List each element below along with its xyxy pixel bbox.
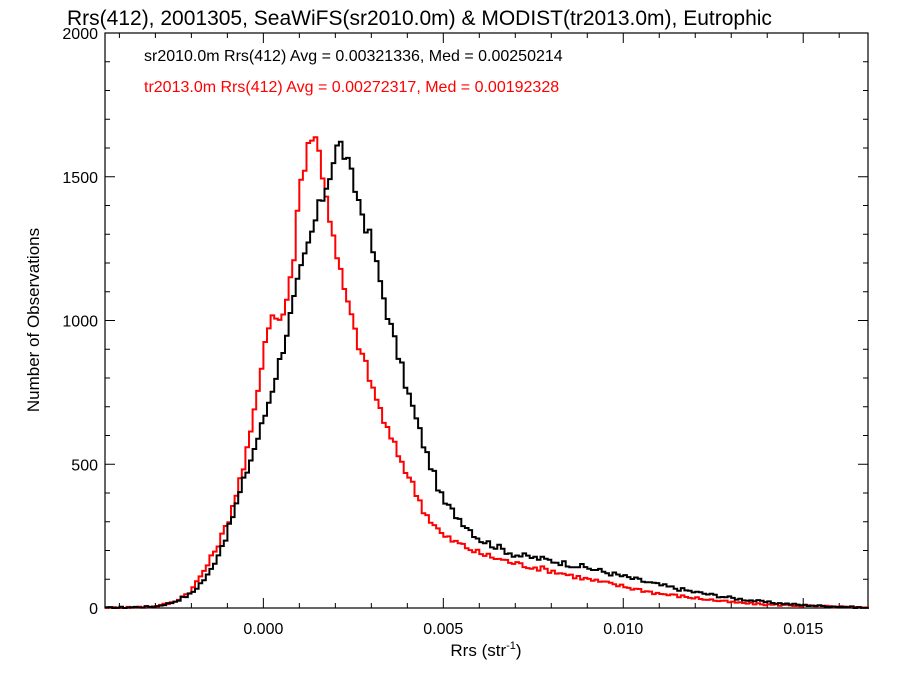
x-axis-label-close: ) — [516, 641, 522, 660]
x-axis-ticks: 0.000 0.005 0.010 0.015 — [118, 33, 840, 638]
y-axis-label: Number of Observations — [24, 228, 43, 412]
x-tick-label: 0.010 — [603, 621, 643, 638]
y-tick-label: 2000 — [62, 26, 98, 43]
x-axis-label-main: Rrs (str — [450, 641, 506, 660]
legend-entry-tr2013: tr2013.0m Rrs(412) Avg = 0.00272317, Med… — [144, 79, 559, 96]
plot-frame — [104, 32, 869, 609]
y-tick-label: 500 — [71, 457, 98, 474]
x-tick-label: 0.005 — [423, 621, 463, 638]
y-tick-label: 1500 — [62, 170, 98, 187]
y-tick-label: 0 — [89, 601, 98, 618]
y-tick-label: 1000 — [62, 314, 98, 331]
series-line-tr2013.0m — [105, 136, 869, 609]
x-tick-label: 0.000 — [243, 621, 283, 638]
x-axis-label-superscript: -1 — [506, 640, 516, 652]
series-group — [105, 136, 869, 609]
x-axis-label: Rrs (str-1) — [450, 640, 521, 660]
chart-title: Rrs(412), 2001305, SeaWiFS(sr2010.0m) & … — [67, 7, 772, 30]
x-tick-label: 0.015 — [783, 621, 823, 638]
legend-entry-sr2010: sr2010.0m Rrs(412) Avg = 0.00321336, Med… — [144, 48, 563, 65]
y-axis-ticks: 0 500 1000 1500 2000 — [62, 26, 868, 618]
series-line-sr2010.0m — [105, 140, 869, 609]
